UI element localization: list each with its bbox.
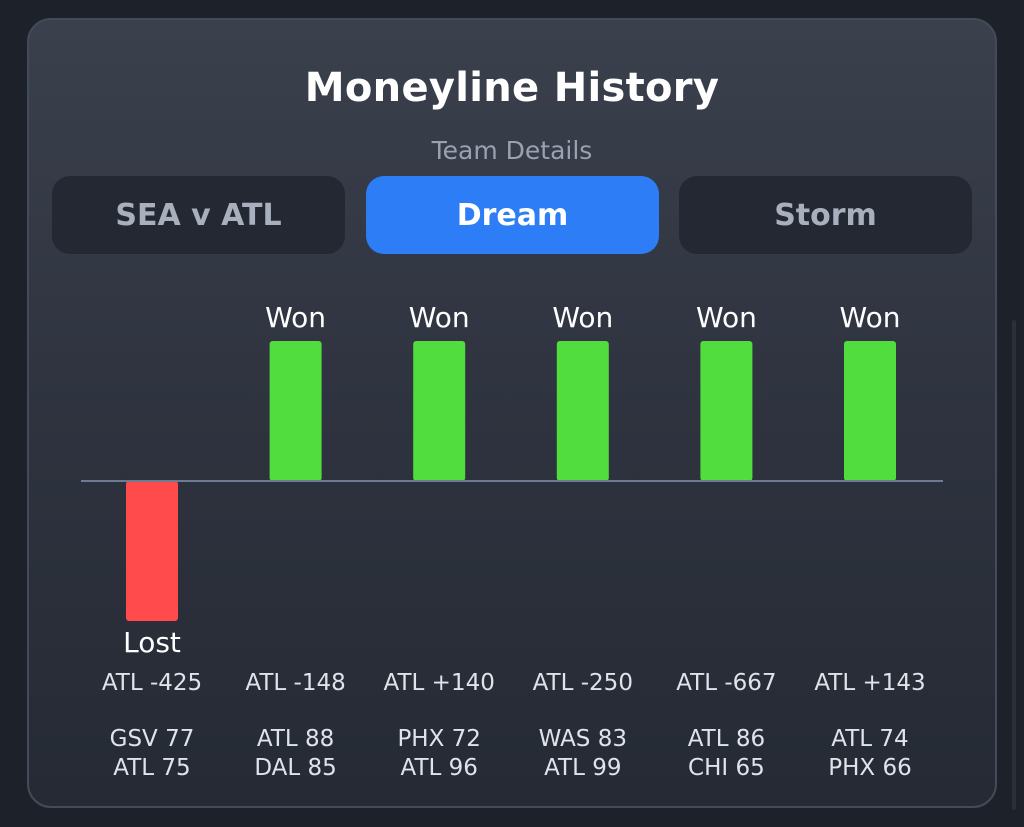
moneyline-card: Moneyline History Team Details xyxy=(27,18,997,808)
tab-sea-v-atl[interactable]: SEA v ATL xyxy=(52,176,345,254)
tab-dream[interactable]: Dream xyxy=(366,176,659,254)
card-subtitle: Team Details xyxy=(431,136,593,165)
card-title: Moneyline History xyxy=(304,65,720,111)
scrollbar[interactable] xyxy=(1012,320,1016,810)
tab-storm[interactable]: Storm xyxy=(679,176,972,254)
